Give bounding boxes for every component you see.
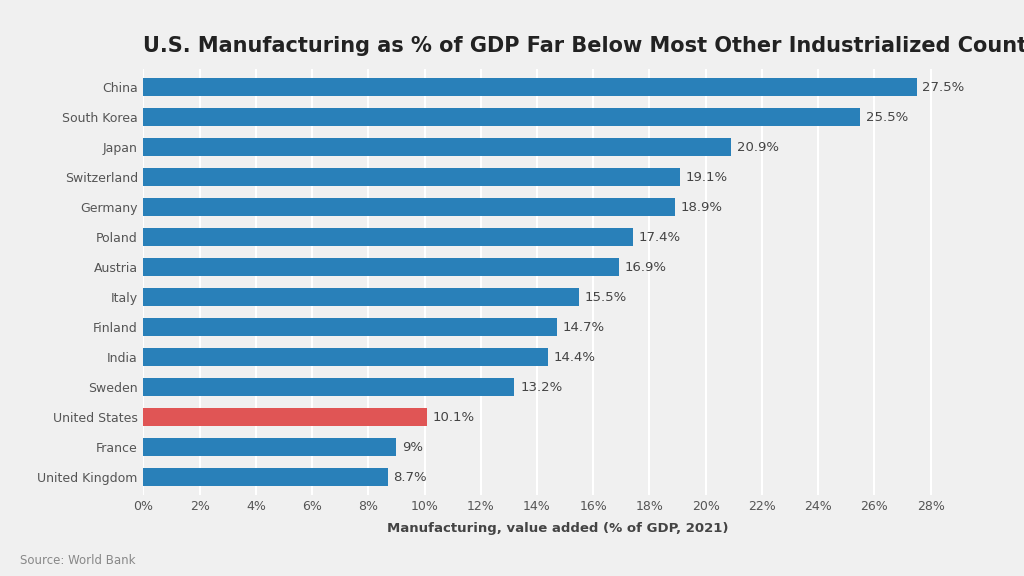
Text: 10.1%: 10.1% xyxy=(433,411,475,424)
Bar xyxy=(143,228,633,246)
Text: 20.9%: 20.9% xyxy=(736,141,778,154)
Text: 13.2%: 13.2% xyxy=(520,381,562,394)
Bar xyxy=(143,348,548,366)
Bar xyxy=(143,408,427,426)
Bar xyxy=(143,319,557,336)
Text: Source: World Bank: Source: World Bank xyxy=(20,555,136,567)
Text: 16.9%: 16.9% xyxy=(625,261,667,274)
Text: 25.5%: 25.5% xyxy=(866,111,908,124)
Bar xyxy=(143,168,680,186)
Text: 8.7%: 8.7% xyxy=(393,471,427,484)
X-axis label: Manufacturing, value added (% of GDP, 2021): Manufacturing, value added (% of GDP, 20… xyxy=(387,521,729,535)
Text: 18.9%: 18.9% xyxy=(680,200,722,214)
Text: 9%: 9% xyxy=(402,441,423,454)
Text: 19.1%: 19.1% xyxy=(686,170,728,184)
Bar xyxy=(143,108,860,126)
Bar xyxy=(143,468,388,486)
Text: 14.7%: 14.7% xyxy=(562,321,604,334)
Text: 17.4%: 17.4% xyxy=(638,231,680,244)
Bar xyxy=(143,258,618,276)
Bar xyxy=(143,438,396,456)
Text: 27.5%: 27.5% xyxy=(923,81,965,94)
Bar xyxy=(143,378,514,396)
Bar xyxy=(143,138,731,156)
Text: U.S. Manufacturing as % of GDP Far Below Most Other Industrialized Countries: U.S. Manufacturing as % of GDP Far Below… xyxy=(143,36,1024,56)
Bar xyxy=(143,288,580,306)
Bar xyxy=(143,78,916,96)
Bar xyxy=(143,198,675,216)
Text: 15.5%: 15.5% xyxy=(585,291,627,304)
Text: 14.4%: 14.4% xyxy=(554,351,596,364)
